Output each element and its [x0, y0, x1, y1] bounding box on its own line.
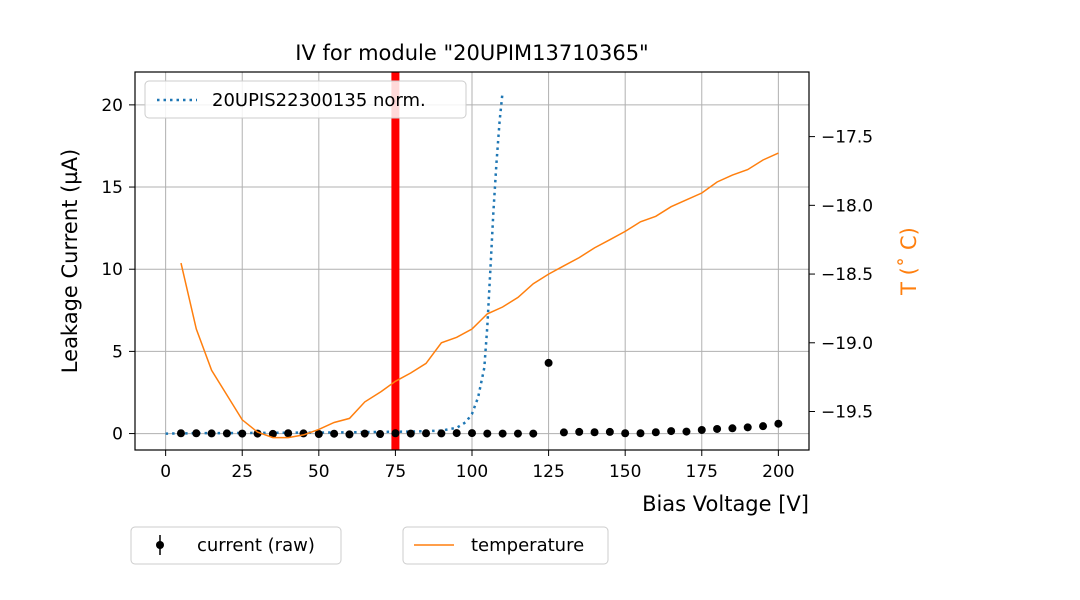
- current-point: [713, 424, 722, 433]
- legend-temperature: temperature: [402, 526, 609, 565]
- legend-inner: 20UPIS22300135 norm.: [144, 80, 467, 119]
- current-point: [314, 430, 323, 439]
- current-point: [529, 429, 538, 438]
- y2-axis-title: T (˚ C): [897, 227, 921, 296]
- x-tick-label: 125: [532, 462, 564, 482]
- y2-tick-label: −18.5: [821, 265, 873, 285]
- current-point: [605, 427, 614, 436]
- temperature-line: [180, 152, 779, 439]
- current-point: [238, 429, 247, 438]
- y-axis-title: Leakage Current (µA): [58, 149, 82, 373]
- current-point: [360, 429, 369, 438]
- y-axis-right: −19.5 −19.0 −18.5 −18.0 −17.5: [809, 128, 873, 423]
- current-point: [636, 429, 645, 438]
- legend-inner-box: [144, 80, 467, 119]
- current-point: [391, 429, 400, 438]
- y2-tick-label: −17.5: [821, 128, 873, 148]
- current-point: [452, 429, 461, 438]
- x-tick-label: 25: [231, 462, 253, 482]
- current-point: [468, 429, 476, 438]
- current-point: [682, 427, 691, 436]
- current-point: [222, 429, 231, 438]
- x-tick-label: 50: [308, 462, 330, 482]
- current-point: [728, 424, 737, 433]
- y-tick-label: 20: [101, 96, 123, 116]
- current-point: [207, 429, 216, 438]
- legend-current: current (raw): [130, 526, 342, 565]
- legend-current-box: [130, 526, 342, 565]
- x-tick-label: 75: [385, 462, 407, 482]
- y-tick-label: 15: [101, 178, 123, 198]
- legend-temperature-box: [402, 526, 609, 565]
- current-point: [192, 429, 201, 438]
- current-point: [376, 430, 385, 439]
- y-axis-left: 0 5 10 15 20: [101, 96, 135, 445]
- y-tick-label: 5: [112, 342, 123, 362]
- x-tick-label: 100: [456, 462, 488, 482]
- current-point: [253, 429, 262, 438]
- legend-marker-swatch: [156, 541, 164, 549]
- current-point: [483, 429, 492, 438]
- current-point: [697, 425, 706, 434]
- legend-current-label: current (raw): [197, 535, 315, 556]
- current-point: [743, 423, 752, 432]
- y2-tick-label: −19.0: [821, 334, 873, 354]
- x-tick-label: 200: [762, 462, 794, 482]
- x-tick-label: 175: [686, 462, 718, 482]
- legend-norm-label: 20UPIS22300135 norm.: [212, 90, 426, 111]
- y-tick-label: 10: [101, 260, 123, 280]
- x-tick-label: 150: [609, 462, 641, 482]
- current-point: [621, 429, 630, 438]
- current-point: [498, 429, 507, 438]
- current-point: [176, 429, 185, 438]
- current-point: [422, 429, 431, 438]
- current-point: [651, 428, 660, 437]
- x-tick-label: 0: [160, 462, 171, 482]
- current-point: [513, 429, 522, 438]
- current-point: [575, 427, 584, 436]
- current-point: [667, 427, 676, 436]
- current-point: [437, 429, 446, 438]
- x-axis-title: Bias Voltage [V]: [642, 492, 809, 516]
- current-point: [345, 430, 354, 439]
- current-point: [284, 429, 293, 438]
- chart-title: IV for module "20UPIM13710365": [295, 41, 648, 65]
- y2-tick-label: −18.0: [821, 196, 873, 216]
- series-layer: [165, 91, 783, 439]
- current-point: [330, 429, 339, 438]
- y-tick-label: 0: [112, 425, 123, 445]
- legend-temperature-label: temperature: [471, 535, 584, 556]
- current-point: [406, 429, 415, 438]
- y2-tick-label: −19.5: [821, 403, 873, 423]
- current-point: [559, 428, 568, 437]
- current-point: [759, 422, 768, 431]
- current-point: [774, 419, 783, 428]
- current-point: [544, 358, 553, 367]
- current-point: [590, 428, 599, 437]
- x-axis: 0 25 50 75 100 125 150 175 200: [160, 450, 795, 482]
- current-point: [268, 429, 277, 438]
